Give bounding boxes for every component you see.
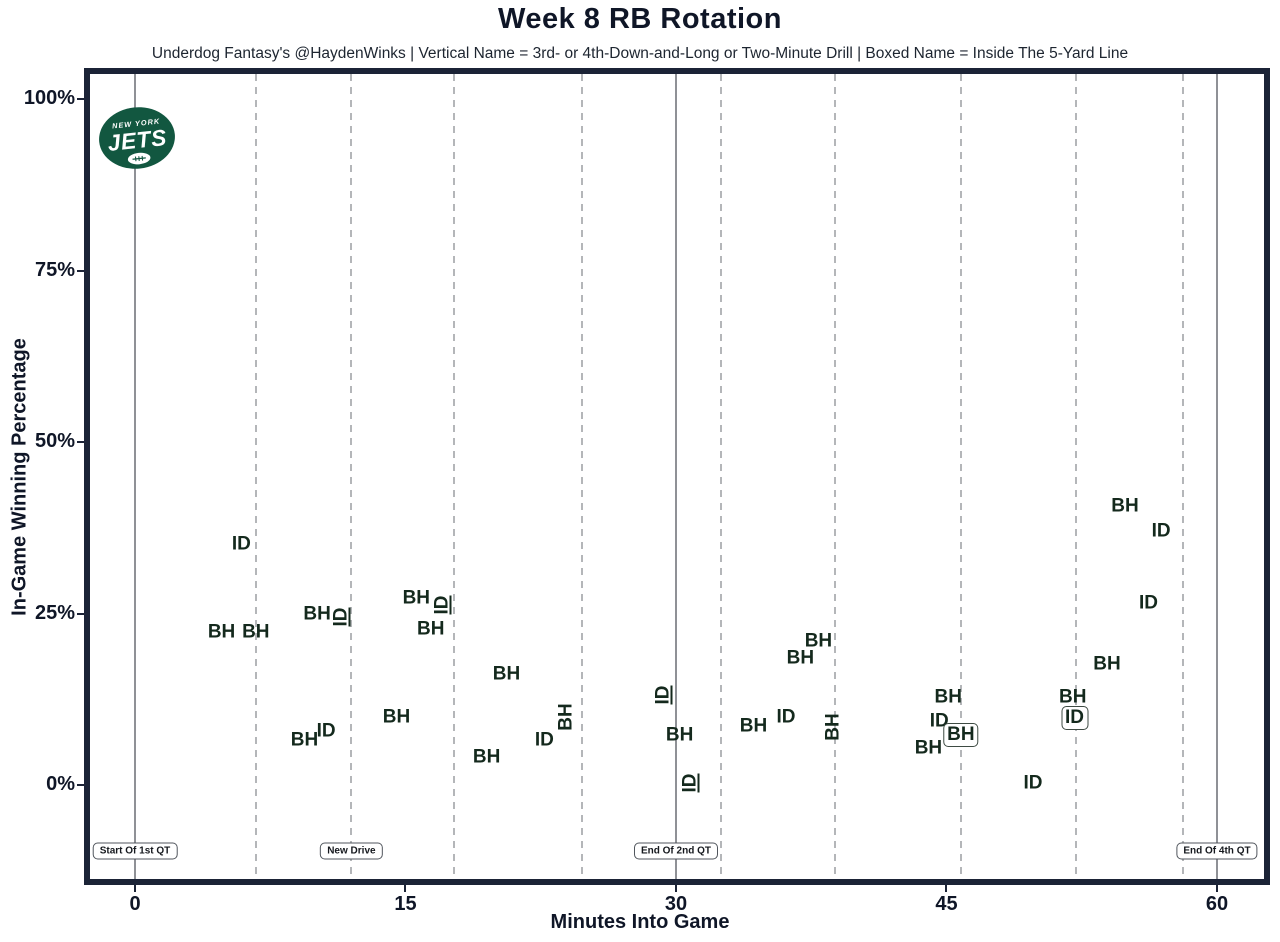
- y-tick-label: 75%: [34, 258, 75, 281]
- gridline-quarter: [674, 74, 677, 879]
- jets-logo: NEW YORK JETS: [99, 107, 175, 169]
- data-point-label: BH: [417, 618, 445, 640]
- data-point-label: BH: [665, 724, 694, 746]
- gridline-new-drive: [581, 74, 584, 879]
- jets-logo-name-text: JETS: [106, 124, 168, 156]
- y-tick-mark: [77, 98, 84, 100]
- quarter-marker: New Drive: [320, 842, 383, 860]
- data-point-label: ID: [1061, 705, 1089, 730]
- x-tick-label: 0: [129, 893, 141, 915]
- gridline-new-drive: [453, 74, 456, 879]
- data-point-label: ID: [431, 595, 453, 615]
- x-axis-title: Minutes Into Game: [550, 911, 730, 933]
- y-tick-label: 100%: [23, 87, 75, 109]
- y-tick-label: 0%: [46, 773, 75, 795]
- data-point-label: BH: [1111, 495, 1139, 517]
- x-tick-mark: [134, 885, 136, 892]
- data-point-label: ID: [776, 706, 796, 728]
- y-tick-mark: [77, 612, 84, 615]
- x-tick-label: 60: [1205, 893, 1229, 915]
- plot-area-border: [84, 68, 1270, 885]
- gridline-new-drive: [1181, 74, 1184, 879]
- x-tick-mark: [1215, 885, 1218, 892]
- data-point-label: BH: [822, 712, 844, 741]
- data-point-label: BH: [804, 630, 833, 652]
- y-tick-label: 25%: [34, 601, 75, 624]
- quarter-marker: Start Of 1st QT: [92, 842, 178, 860]
- data-point-label: ID: [679, 773, 701, 793]
- data-point-label: BH: [555, 703, 577, 731]
- x-tick-label: 15: [394, 893, 417, 915]
- data-point-label: BH: [739, 715, 768, 737]
- y-tick-mark: [77, 784, 84, 786]
- data-point-label: ID: [330, 607, 352, 627]
- data-point-label: ID: [534, 729, 554, 751]
- data-point-label: BH: [242, 621, 270, 643]
- data-point-label: BH: [1058, 686, 1087, 708]
- y-axis-title: In-Game Winning Percentage: [8, 338, 31, 616]
- gridline-quarter: [1215, 74, 1218, 879]
- y-tick-label: 50%: [34, 430, 75, 452]
- chart-subtitle: Underdog Fantasy's @HaydenWinks | Vertic…: [151, 45, 1129, 62]
- data-point-label: BH: [303, 603, 331, 625]
- data-point-label: BH: [786, 647, 815, 669]
- quarter-marker: End Of 4th QT: [1176, 842, 1258, 860]
- y-tick-mark: [77, 441, 84, 443]
- quarter-marker: End Of 2nd QT: [633, 842, 718, 860]
- data-point-label: ID: [316, 720, 336, 742]
- chart-title: Week 8 RB Rotation: [497, 3, 782, 35]
- data-point-label: ID: [1023, 772, 1043, 794]
- data-point-label: BH: [207, 621, 236, 643]
- x-tick-mark: [404, 885, 407, 892]
- gridline-quarter: [134, 74, 136, 879]
- data-point-label: BH: [382, 706, 411, 728]
- data-point-label: BH: [943, 722, 979, 747]
- gridline-new-drive: [959, 74, 962, 879]
- data-point-label: ID: [1151, 520, 1171, 542]
- data-point-label: BH: [492, 663, 521, 685]
- gridline-new-drive: [254, 74, 257, 879]
- data-point-label: BH: [290, 729, 319, 751]
- y-tick-mark: [77, 269, 84, 272]
- data-point-label: BH: [1093, 653, 1121, 675]
- gridline-new-drive: [1075, 74, 1078, 879]
- data-point-label: ID: [1138, 592, 1158, 614]
- x-tick-label: 45: [935, 893, 958, 915]
- data-point-label: ID: [652, 685, 674, 705]
- data-point-label: ID: [231, 533, 251, 555]
- data-point-label: BH: [402, 587, 431, 609]
- x-tick-mark: [945, 885, 948, 892]
- data-point-label: BH: [914, 737, 943, 759]
- x-tick-mark: [674, 885, 677, 892]
- gridline-new-drive: [350, 74, 353, 879]
- gridline-new-drive: [833, 74, 836, 879]
- data-point-label: BH: [472, 746, 501, 768]
- gridline-new-drive: [720, 74, 723, 879]
- jets-logo-oval: [99, 107, 175, 169]
- data-point-label: BH: [934, 686, 963, 708]
- x-tick-label: 30: [664, 893, 688, 915]
